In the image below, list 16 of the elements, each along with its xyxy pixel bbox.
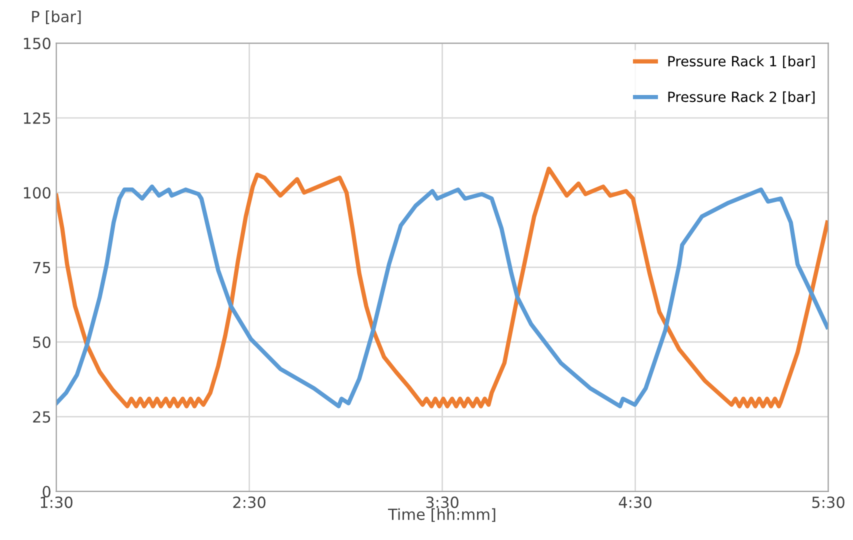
y-tick-label: 25	[33, 411, 50, 423]
legend-label: Pressure Rack 1 [bar]	[668, 56, 815, 68]
x-tick-label: 1:30	[40, 496, 72, 508]
legend-label: Pressure Rack 2 [bar]	[668, 91, 815, 104]
x-tick-label: 2:30	[233, 496, 266, 508]
y-tick-label: 150	[24, 38, 50, 50]
y-tick-label: 50	[33, 336, 50, 348]
x-tick-label: 3:30	[426, 496, 458, 508]
y-tick-label: 0	[42, 486, 50, 498]
x-tick-label: 5:30	[812, 496, 844, 508]
y-tick-label: 75	[33, 262, 50, 274]
y-tick-label: 125	[24, 112, 50, 124]
x-axis-title: Time [hh:mm]	[388, 508, 496, 522]
y-tick-label: 100	[24, 187, 50, 199]
x-tick-label: 4:30	[618, 496, 652, 508]
y-axis-title: P [bar]	[32, 10, 81, 24]
